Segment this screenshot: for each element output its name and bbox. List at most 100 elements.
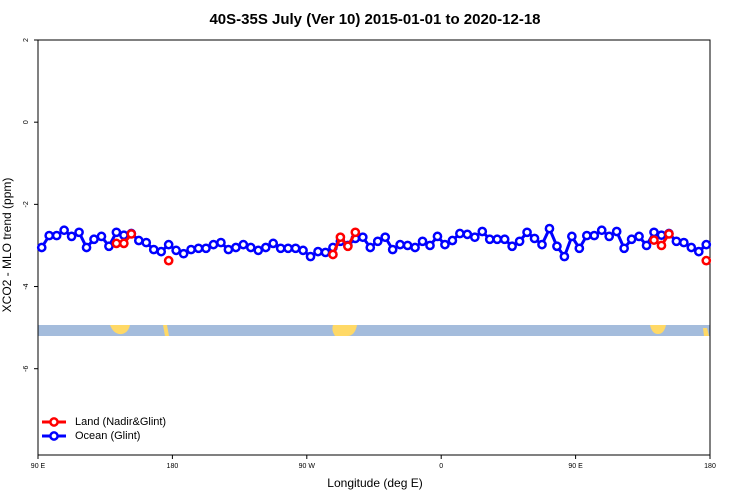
land-patch — [332, 325, 357, 336]
y-tick-label: -6 — [23, 365, 30, 371]
data-point — [268, 238, 279, 249]
data-point — [148, 244, 159, 255]
data-point — [283, 243, 293, 254]
data-point — [290, 243, 301, 254]
data-point — [305, 251, 316, 262]
data-point — [163, 239, 174, 250]
data-point — [402, 240, 413, 251]
data-point — [36, 242, 47, 253]
data-point — [522, 227, 532, 238]
data-point — [216, 237, 226, 248]
data-point — [455, 228, 465, 239]
data-point — [664, 229, 674, 239]
legend-label: Ocean (Glint) — [75, 430, 140, 442]
data-point — [589, 230, 600, 241]
data-point — [567, 231, 577, 242]
y-axis-label: XCO2 - MLO trend (ppm) — [0, 178, 14, 313]
data-point — [298, 245, 308, 256]
data-point — [119, 230, 129, 241]
data-point — [238, 239, 249, 250]
data-point — [462, 229, 473, 240]
data-point — [477, 226, 488, 237]
data-point — [507, 241, 517, 252]
data-point — [499, 234, 510, 245]
data-point — [656, 240, 667, 251]
data-point — [201, 243, 211, 254]
data-point — [89, 234, 99, 245]
data-point — [178, 248, 189, 259]
chart-title: 40S-35S July (Ver 10) 2015-01-01 to 2020… — [209, 11, 540, 28]
data-point — [649, 235, 659, 245]
data-point — [208, 239, 219, 250]
data-point — [335, 232, 346, 243]
data-point — [529, 233, 540, 244]
data-point — [186, 244, 196, 255]
legend-marker — [49, 417, 59, 427]
land-patch — [110, 325, 130, 335]
series-line — [331, 231, 357, 256]
data-point — [223, 244, 234, 255]
land-patch — [703, 328, 709, 336]
legend-label: Land (Nadir&Glint) — [75, 416, 166, 428]
x-tick-label: 90 W — [299, 463, 316, 470]
data-point — [119, 238, 129, 249]
data-point — [275, 243, 286, 254]
data-point — [245, 242, 256, 253]
data-point — [611, 226, 622, 237]
data-point — [111, 238, 122, 249]
data-point — [365, 242, 376, 253]
land-band — [38, 325, 710, 336]
data-point — [693, 246, 704, 257]
data-point — [425, 240, 435, 251]
data-point — [320, 247, 331, 258]
data-point — [559, 251, 570, 262]
data-point — [537, 239, 547, 250]
land-patch — [650, 325, 666, 334]
x-tick-label: 180 — [704, 463, 716, 470]
data-point — [380, 232, 391, 243]
data-point — [417, 236, 428, 247]
data-point — [372, 236, 383, 247]
data-point — [686, 242, 697, 253]
data-point — [350, 227, 361, 238]
data-point — [641, 240, 652, 251]
data-point — [701, 255, 712, 266]
data-point — [469, 232, 480, 243]
data-point — [126, 229, 137, 239]
y-tick-label: -4 — [23, 283, 30, 289]
data-point — [253, 245, 264, 256]
data-point — [432, 231, 443, 242]
legend-marker — [49, 431, 59, 441]
data-point — [51, 230, 62, 241]
x-tick-label: 90 E — [31, 463, 46, 470]
data-point — [514, 236, 525, 247]
data-point — [649, 227, 659, 238]
data-point — [552, 241, 562, 252]
x-axis-label: Longitude (deg E) — [327, 476, 422, 490]
data-point — [634, 231, 644, 242]
data-point — [328, 249, 338, 260]
y-tick-label: -2 — [23, 201, 30, 207]
data-point — [656, 230, 667, 241]
data-point — [626, 234, 637, 245]
data-point — [260, 242, 271, 253]
data-point — [619, 243, 629, 254]
data-point — [357, 232, 368, 243]
land-patch — [163, 325, 169, 336]
data-point — [574, 243, 585, 254]
data-point — [74, 227, 84, 238]
data-point — [484, 234, 495, 245]
data-point — [343, 241, 353, 252]
data-point — [44, 230, 55, 241]
data-point — [544, 223, 555, 234]
data-point — [604, 231, 615, 242]
ocean-strip — [38, 325, 710, 336]
data-point — [395, 239, 405, 250]
x-tick-label: 90 E — [568, 463, 583, 470]
data-point — [410, 242, 420, 253]
data-point — [81, 242, 92, 253]
y-tick-label: 0 — [23, 120, 30, 124]
data-point — [96, 231, 107, 242]
data-point — [701, 239, 712, 250]
